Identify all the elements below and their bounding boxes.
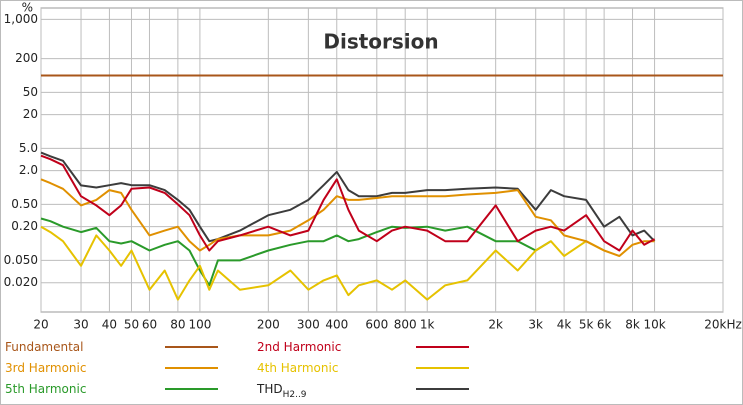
x-tick-label: 20kHz	[704, 318, 742, 332]
y-tick-label: 0.050	[4, 253, 38, 267]
y-tick-label: 0.020	[4, 275, 38, 289]
legend-label: Fundamental	[5, 340, 84, 354]
y-tick-label: 2.0	[19, 163, 38, 177]
legend-name: 4th Harmonic	[257, 361, 338, 375]
x-tick-label: 800	[394, 318, 417, 332]
x-tick-label: 600	[365, 318, 388, 332]
legend-name: Fundamental	[5, 340, 84, 354]
x-tick-label: 20	[33, 318, 48, 332]
legend-label: THDH2..9	[256, 382, 307, 400]
legend-label: 4th Harmonic	[257, 361, 338, 375]
x-tick-label: 4k	[557, 318, 572, 332]
y-tick-label: 50	[23, 85, 38, 99]
x-tick-label: 40	[102, 318, 117, 332]
x-tick-label: 60	[142, 318, 157, 332]
y-tick-label: 20	[23, 107, 38, 121]
y-tick-label: 0.20	[11, 219, 38, 233]
x-tick-label: 6k	[597, 318, 612, 332]
y-tick-label: 5.0	[19, 141, 38, 155]
y-axis-label: %	[22, 1, 33, 15]
legend-label: 3rd Harmonic	[5, 361, 86, 375]
x-tick-label: 30	[73, 318, 88, 332]
x-tick-label: 300	[297, 318, 320, 332]
legend-label: 2nd Harmonic	[257, 340, 341, 354]
legend-name: THD	[256, 382, 283, 396]
x-tick-label: 8k	[625, 318, 640, 332]
x-tick-label: 3k	[528, 318, 543, 332]
series-line	[40, 217, 552, 287]
legend-subscript: H2..9	[283, 390, 307, 400]
x-tick-label: 10k	[643, 318, 665, 332]
x-tick-label: 5k	[579, 318, 594, 332]
x-tick-label: 100	[188, 318, 211, 332]
y-tick-label: 200	[15, 51, 38, 65]
x-tick-label: 2k	[488, 318, 503, 332]
plot-area	[40, 7, 724, 313]
x-tick-label: 80	[170, 318, 185, 332]
chart-title: Distorsion	[323, 30, 438, 54]
y-tick-label: 1,000	[4, 12, 38, 26]
legend-name: 5th Harmonic	[5, 382, 86, 396]
x-tick-label: 1k	[420, 318, 435, 332]
legend-name: 3rd Harmonic	[5, 361, 86, 375]
series-line	[40, 151, 656, 243]
legend-label: 5th Harmonic	[5, 382, 86, 396]
legend-name: 2nd Harmonic	[257, 340, 341, 354]
y-tick-label: 0.50	[11, 197, 38, 211]
x-tick-label: 400	[325, 318, 348, 332]
series-line	[40, 154, 656, 252]
x-tick-label: 200	[257, 318, 280, 332]
series-line	[40, 225, 605, 301]
x-tick-label: 50	[124, 318, 139, 332]
